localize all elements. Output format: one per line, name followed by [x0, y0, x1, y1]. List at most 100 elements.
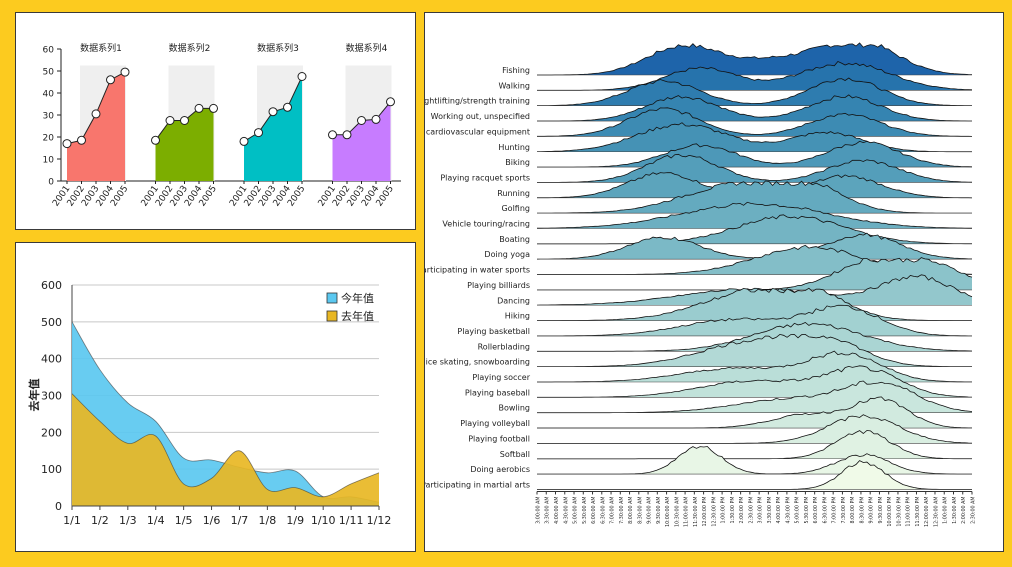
ridge-area: [537, 181, 972, 214]
x-tick-label: 1/9: [286, 514, 304, 527]
monthly-area-chart: 0 100 200 300 400 500 600 去年值 1/1 1/2 1/3 1/4 1/5 1/6…: [27, 279, 392, 527]
x-tick-label: 9:30:00 PM: [878, 496, 884, 523]
ridge-label: Participating in water sports: [425, 266, 530, 275]
y-tick-label: 0: [55, 500, 62, 513]
x-tick-label: 1/5: [175, 514, 193, 527]
ridge-line: [537, 153, 973, 183]
y-tick-label: 100: [41, 463, 62, 476]
ridge-label: Using cardiovascular equipment: [425, 127, 530, 136]
ridge-area: [537, 141, 972, 168]
series-area: [155, 108, 214, 181]
ridge-area: [537, 107, 972, 137]
ridge-area: [537, 274, 972, 306]
data-point: [342, 130, 352, 140]
data-point: [371, 114, 381, 124]
series-area: [244, 76, 302, 181]
data-point: [328, 130, 337, 140]
ridge-label: Golfing: [501, 204, 530, 213]
ridge-label: Dancing: [497, 296, 530, 305]
ridge-line: [537, 61, 973, 91]
ridge-label: Weightlifting/strength training: [425, 97, 530, 106]
data-point: [357, 116, 366, 125]
ridge-label: Playing billiards: [467, 281, 530, 290]
x-tick-label: 3:30:00 AM: [545, 496, 551, 523]
data-point: [254, 128, 263, 138]
ridge-label: Softball: [500, 450, 530, 459]
ridge-label: Hiking: [505, 312, 530, 321]
ridge-label: Walking: [498, 81, 530, 90]
ridge-area: [537, 202, 972, 229]
x-tick-label: 8:00:00 AM: [628, 496, 634, 523]
facet-title: 数据系列4: [346, 42, 388, 54]
ridge-line: [537, 365, 973, 398]
x-tick-label: 6:00:00 AM: [591, 496, 597, 523]
x-tick-label: 5:30:00 PM: [804, 496, 810, 523]
ridge-area: [537, 122, 972, 152]
x-tick-label: 12:30:00 PM: [711, 496, 717, 526]
legend-label: 今年值: [341, 291, 374, 305]
ridge-line: [537, 140, 973, 168]
x-tick-label: 1:00:00 AM: [943, 496, 949, 523]
ridgeline-chart: Fishing Walking Weightlifting/strength tra…: [425, 42, 977, 527]
legend-swatch: [326, 310, 338, 322]
x-tick-label: 7:00:00 AM: [610, 496, 616, 523]
monthly-area-panel: 0 100 200 300 400 500 600 去年值 1/1 1/2 1/3 1/4 1/5 1/6…: [15, 242, 416, 552]
x-tick-label: 4:00:00 AM: [554, 496, 560, 523]
x-tick-label: 11:30:00 PM: [915, 496, 921, 526]
x-tick-label: 7:30:00 PM: [841, 496, 847, 523]
data-point: [283, 102, 292, 112]
ridge-label: Fishing: [502, 66, 530, 75]
y-tick-label: 0: [48, 178, 54, 188]
facet-title: 数据系列3: [257, 42, 299, 54]
x-tick-label: 5:00:00 AM: [573, 496, 579, 523]
x-tick-label: 10:30:00 PM: [896, 496, 902, 526]
legend-swatch: [326, 292, 338, 304]
x-tick-label: 8:30:00 AM: [637, 496, 643, 523]
x-tick-label: 7:00:00 PM: [832, 496, 838, 523]
x-tick-label: 2:30:00 PM: [748, 496, 754, 523]
x-tick-label: 1/1: [63, 514, 81, 527]
ridge-label: Playing football: [468, 434, 530, 443]
x-tick-label: 4:30:00 AM: [563, 496, 569, 523]
y-tick-label: 50: [43, 68, 55, 78]
x-tick-label: 1/3: [119, 514, 137, 527]
x-tick-label: 1/7: [231, 514, 249, 527]
data-point: [120, 67, 130, 77]
x-tick-label: 1:00:00 PM: [721, 496, 727, 523]
x-tick-label: 12:00:00 PM: [702, 496, 708, 526]
y-axis-title: 去年值: [27, 379, 41, 412]
ridge-label: Vehicle touring/racing: [442, 220, 530, 229]
data-point: [297, 72, 307, 81]
x-tick-label: 3:30:00 PM: [767, 496, 773, 523]
x-tick-label: 2:30:00 AM: [971, 496, 977, 523]
ridge-area: [537, 322, 972, 352]
ridge-label: Skiing, ice skating, snowboarding: [425, 358, 530, 367]
ridge-line: [537, 42, 973, 76]
ridge-area: [537, 233, 972, 260]
ridge-label: Rollerblading: [478, 342, 530, 351]
ridge-line: [537, 287, 972, 321]
x-tick-label: 6:30:00 PM: [822, 496, 828, 523]
x-tick-label: 2:00:00 PM: [739, 496, 745, 523]
ridgeline-panel: Fishing Walking Weightlifting/strength tra…: [424, 12, 1004, 552]
x-tick-label: 1/8: [259, 514, 277, 527]
series-area: [67, 72, 125, 181]
y-tick-label: 400: [41, 353, 62, 366]
data-point: [386, 97, 395, 107]
ridge-label: Participating in martial arts: [425, 480, 530, 489]
x-tick-label: 1/2: [91, 514, 109, 527]
x-tick-label: 1/11: [339, 514, 364, 527]
y-tick-label: 600: [41, 279, 62, 292]
data-point: [239, 136, 249, 146]
y-tick-label: 30: [43, 112, 55, 122]
x-tick-label: 1/6: [203, 514, 221, 527]
x-tick-label: 10:00:00 AM: [665, 496, 671, 527]
x-tick-label: 10:00:00 PM: [887, 496, 893, 526]
x-tick-label: 1:30:00 AM: [952, 496, 958, 523]
x-tick-label: 1/12: [367, 514, 392, 527]
x-tick-label: 10:30:00 AM: [674, 496, 680, 527]
data-point: [77, 135, 86, 145]
x-tick-label: 2:00:00 AM: [961, 496, 967, 523]
small-multiples-panel: 0 10 20 30 40 50 60 数据系列1 2001 2002 2003 2004 2005 数据…: [15, 12, 416, 230]
